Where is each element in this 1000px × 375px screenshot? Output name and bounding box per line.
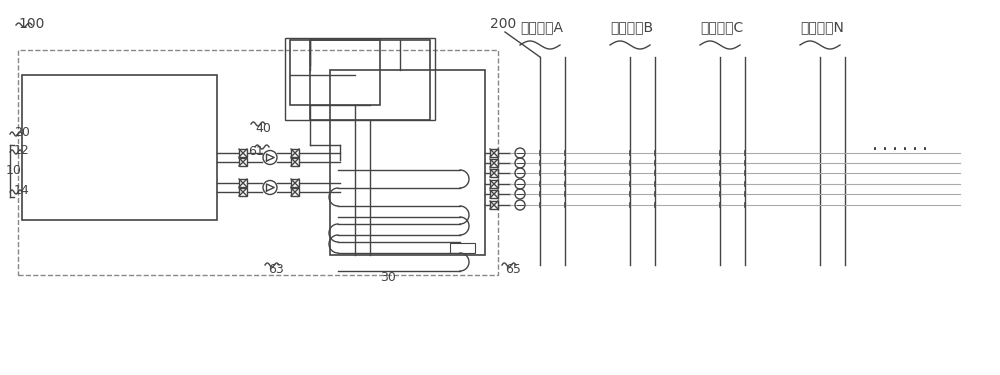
Bar [18,50,498,275]
Bar [330,70,485,255]
Text: 61: 61 [248,145,264,158]
Text: 40: 40 [255,122,271,135]
Bar [310,40,430,120]
Bar [490,190,498,198]
Text: 空调区域C: 空调区域C [700,20,743,34]
Bar [490,201,498,209]
Text: 65: 65 [505,263,521,276]
Bar [22,75,217,220]
Bar [239,149,247,157]
Bar [285,38,435,120]
Text: 空调区域B: 空调区域B [610,20,653,34]
Bar [291,149,299,157]
Bar [239,158,247,166]
Bar [490,149,498,157]
Bar [490,159,498,167]
Bar [291,158,299,166]
Bar [291,188,299,196]
Bar [450,243,475,253]
Bar [239,179,247,187]
Bar [290,40,380,105]
Bar [490,169,498,177]
Bar [239,188,247,196]
Text: 30: 30 [380,271,396,284]
Text: 63: 63 [268,263,284,276]
Text: 14: 14 [14,183,30,196]
Text: 空调区域N: 空调区域N [800,20,844,34]
Text: 10: 10 [6,164,22,177]
Text: 12: 12 [14,144,30,156]
Text: 空调区域A: 空调区域A [520,20,563,34]
Text: 20: 20 [14,126,30,138]
Text: 100: 100 [18,17,44,31]
Text: 200: 200 [490,17,516,31]
Bar [490,180,498,188]
Text: ......: ...... [870,136,930,154]
Bar [291,179,299,187]
